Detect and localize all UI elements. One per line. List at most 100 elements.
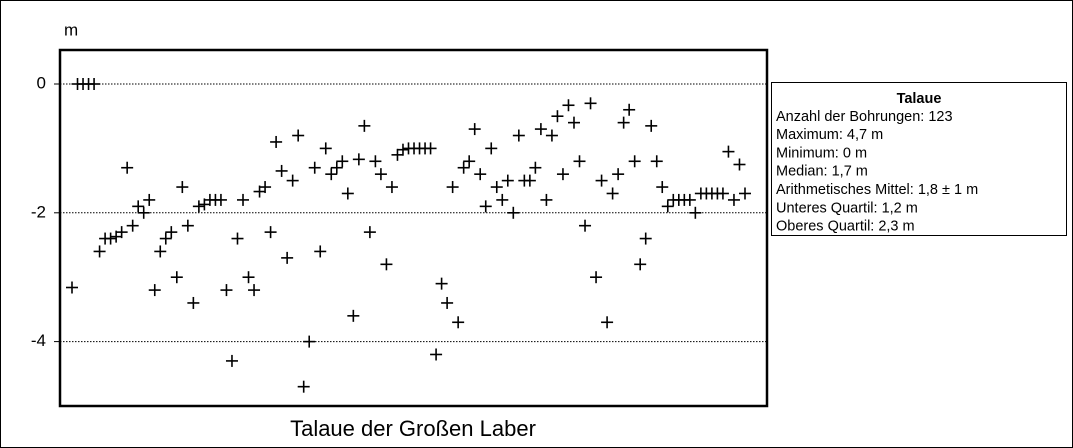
point: [352, 153, 365, 166]
point: [170, 271, 183, 284]
stats-line: Anzahl der Bohrungen: 123: [776, 109, 953, 125]
point: [259, 181, 272, 194]
point: [562, 99, 575, 112]
point: [270, 135, 283, 148]
point: [639, 232, 652, 245]
point: [231, 232, 244, 245]
point: [468, 123, 481, 136]
y-tick-label: -4: [31, 331, 46, 350]
point: [430, 348, 443, 361]
point: [380, 258, 393, 271]
stats-line: Oberes Quartil: 2,3 m: [776, 219, 915, 235]
stats-line: Minimum: 0 m: [776, 145, 867, 161]
point: [529, 161, 542, 174]
point: [319, 142, 332, 155]
point: [567, 116, 580, 129]
point: [159, 232, 172, 245]
point: [275, 164, 288, 177]
y-axis-label: m: [64, 20, 78, 39]
point: [551, 110, 564, 123]
point: [479, 200, 492, 213]
point: [457, 161, 470, 174]
point: [126, 219, 139, 232]
point: [722, 145, 735, 158]
point: [601, 316, 614, 329]
point: [385, 181, 398, 194]
point: [308, 161, 321, 174]
point: [181, 219, 194, 232]
stats-line: Arithmetisches Mittel: 1,8 ± 1 m: [776, 182, 978, 198]
point: [115, 226, 128, 239]
point: [314, 245, 327, 258]
point: [595, 174, 608, 187]
point: [628, 155, 641, 168]
point: [573, 155, 586, 168]
point: [650, 155, 663, 168]
point: [452, 316, 465, 329]
point: [248, 284, 261, 297]
point: [512, 129, 525, 142]
point: [435, 277, 448, 290]
point: [292, 129, 305, 142]
point: [579, 219, 592, 232]
point: [220, 284, 233, 297]
point: [496, 193, 509, 206]
point: [369, 155, 382, 168]
point: [727, 193, 740, 206]
point: [214, 193, 227, 206]
point: [656, 181, 669, 194]
point: [154, 245, 167, 258]
chart-title: Talaue der Großen Laber: [290, 416, 536, 441]
stats-line: Unteres Quartil: 1,2 m: [776, 200, 918, 216]
point: [661, 200, 674, 213]
point: [474, 168, 487, 181]
point: [121, 161, 134, 174]
point: [165, 226, 178, 239]
point: [297, 380, 310, 393]
point: [590, 271, 603, 284]
point: [523, 174, 536, 187]
point: [264, 226, 277, 239]
point: [507, 206, 520, 219]
point: [463, 155, 476, 168]
point: [689, 206, 702, 219]
point: [374, 168, 387, 181]
stats-box: [771, 82, 1067, 236]
point: [490, 181, 503, 194]
point: [501, 174, 514, 187]
point: [623, 103, 636, 116]
point: [645, 119, 658, 132]
point: [176, 181, 189, 194]
point: [281, 251, 294, 264]
point: [192, 200, 205, 213]
point: [358, 119, 371, 132]
point: [303, 335, 316, 348]
point: [104, 232, 117, 245]
point: [716, 187, 729, 200]
stats-line: Maximum: 4,7 m: [776, 127, 883, 143]
point: [93, 245, 106, 258]
point: [88, 78, 101, 90]
point: [148, 284, 161, 297]
point: [545, 129, 558, 142]
point: [556, 168, 569, 181]
point: [325, 168, 338, 181]
point: [341, 187, 354, 200]
point: [733, 158, 746, 171]
y-tick-label: 0: [37, 73, 46, 92]
point: [612, 168, 625, 181]
point: [225, 354, 238, 367]
point: [540, 193, 553, 206]
y-tick-label: -2: [31, 202, 46, 221]
point: [424, 142, 437, 155]
point: [242, 271, 255, 284]
point: [347, 309, 360, 322]
point: [683, 193, 696, 206]
point: [330, 161, 343, 174]
point: [363, 226, 376, 239]
point: [606, 187, 619, 200]
point: [396, 143, 409, 156]
point: [237, 193, 250, 206]
point: [441, 296, 454, 309]
